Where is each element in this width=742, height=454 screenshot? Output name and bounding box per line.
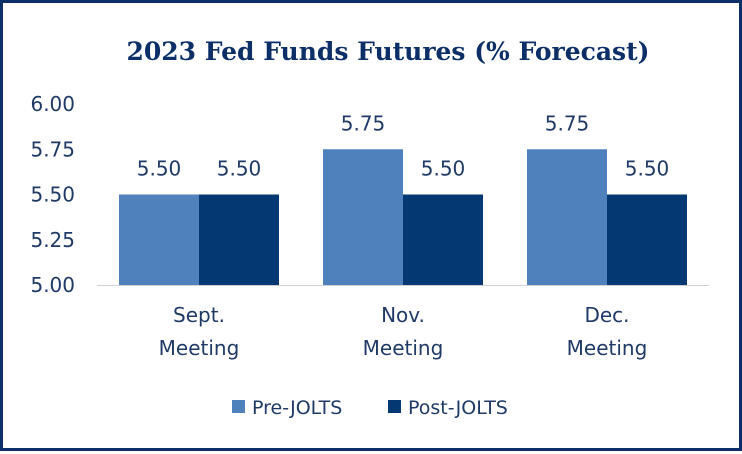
data-label: 5.50 — [137, 157, 182, 181]
bar-post-jolts — [403, 194, 483, 285]
category-label: Dec. — [584, 303, 629, 327]
chart-title: 2023 Fed Funds Futures (% Forecast) — [126, 37, 649, 66]
data-label: 5.50 — [217, 157, 262, 181]
category-label: Meeting — [567, 336, 648, 360]
bar-pre-jolts — [323, 149, 403, 285]
bar-pre-jolts — [119, 194, 199, 285]
category-label: Nov. — [381, 303, 425, 327]
y-tick-label: 5.50 — [30, 183, 75, 207]
legend-swatch — [388, 400, 401, 413]
legend-label: Post-JOLTS — [408, 397, 508, 419]
data-label: 5.75 — [545, 111, 590, 135]
category-label: Meeting — [363, 336, 444, 360]
y-tick-label: 5.00 — [30, 273, 75, 297]
y-tick-label: 5.75 — [30, 137, 75, 161]
y-tick-label: 6.00 — [30, 92, 75, 116]
bar-chart: 2023 Fed Funds Futures (% Forecast) 6.00… — [30, 37, 709, 419]
category-label: Sept. — [173, 303, 225, 327]
data-label: 5.75 — [341, 111, 386, 135]
legend-label: Pre-JOLTS — [252, 397, 342, 419]
bar-post-jolts — [199, 194, 279, 285]
data-label: 5.50 — [421, 157, 466, 181]
legend-swatch — [232, 400, 245, 413]
bar-pre-jolts — [527, 149, 607, 285]
y-tick-label: 5.25 — [30, 228, 75, 252]
bar-post-jolts — [607, 194, 687, 285]
category-label: Meeting — [159, 336, 240, 360]
data-label: 5.50 — [625, 157, 670, 181]
